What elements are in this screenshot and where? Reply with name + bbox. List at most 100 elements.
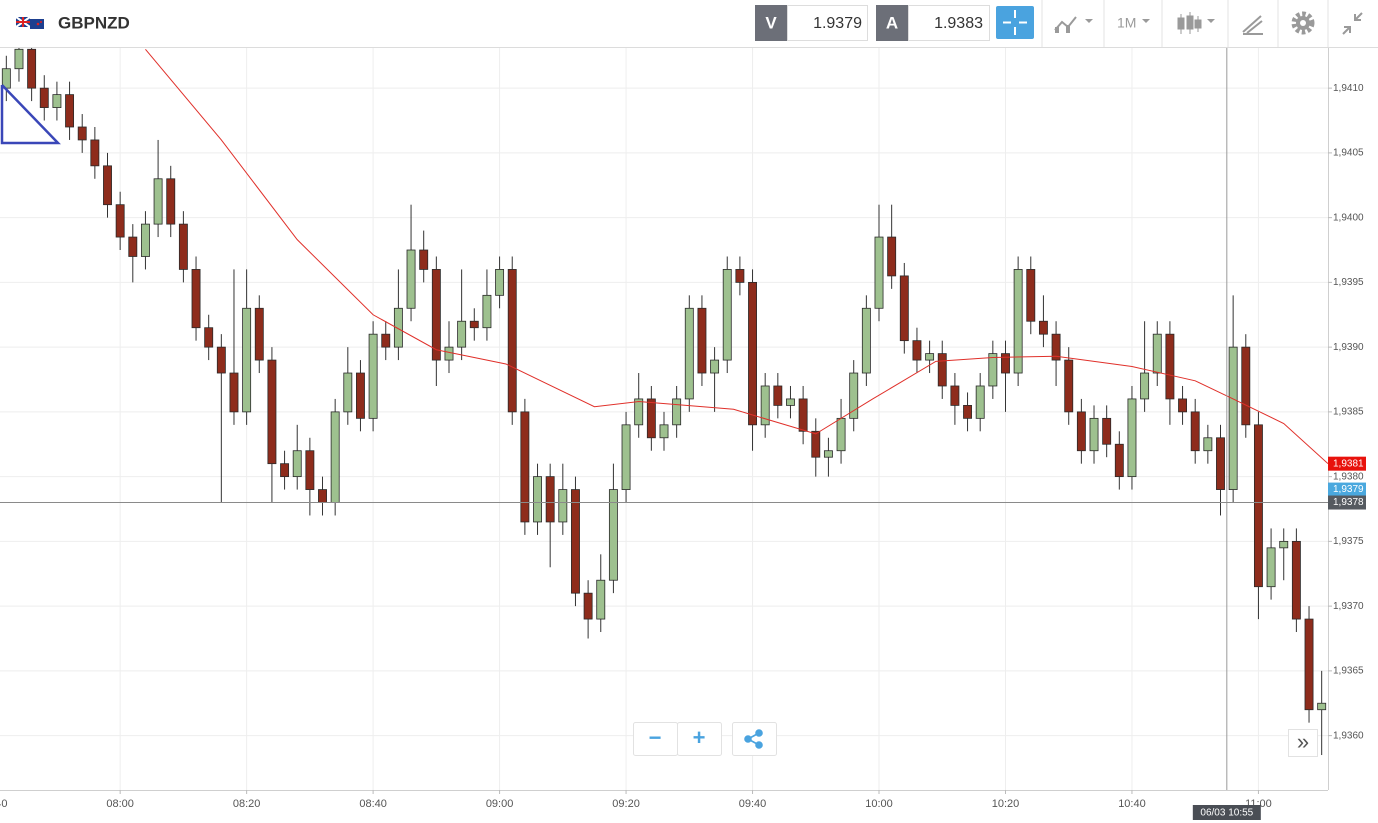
candle-body bbox=[1190, 411, 1200, 452]
candle-body bbox=[684, 307, 694, 400]
bid-label: V bbox=[765, 13, 777, 32]
candle-body bbox=[1001, 353, 1010, 374]
expand-label: » bbox=[1297, 729, 1309, 754]
candle-body bbox=[482, 294, 492, 329]
x-tick-label: 08:40 bbox=[359, 798, 387, 810]
candle-body bbox=[861, 307, 871, 374]
crosshair-label-box bbox=[1192, 805, 1261, 820]
symbol: GBPNZD bbox=[58, 13, 130, 32]
price-marker bbox=[1328, 495, 1366, 510]
bid-box[interactable] bbox=[787, 5, 868, 41]
x-tick-label: 10:40 bbox=[1118, 798, 1146, 810]
candle-body bbox=[1203, 437, 1213, 452]
candle-body bbox=[305, 450, 315, 490]
ask-price: 1.9383 bbox=[934, 15, 983, 32]
candle-body bbox=[216, 346, 226, 374]
zoom-in-label: + bbox=[693, 725, 706, 750]
candle-body bbox=[1127, 398, 1137, 478]
candle-body bbox=[1076, 411, 1086, 452]
candle-body bbox=[128, 236, 138, 257]
candle-body bbox=[178, 223, 188, 270]
candle-body bbox=[141, 223, 150, 257]
indicator-button[interactable] bbox=[1054, 16, 1093, 33]
candle-body bbox=[166, 178, 176, 225]
candle-body bbox=[963, 405, 972, 419]
candle-body bbox=[1038, 320, 1048, 335]
timeframe-caret bbox=[1142, 19, 1150, 23]
candle-body bbox=[356, 372, 365, 419]
candle-body bbox=[1013, 269, 1023, 374]
candle-body bbox=[722, 269, 732, 361]
axes: 1,9360 1,9365 1,9370 1,9375 1,9380 1,9385 1,93… bbox=[0, 83, 1366, 820]
candle-body bbox=[1064, 359, 1074, 413]
header-bar bbox=[0, 0, 1378, 47]
y-tick-label: 1,9395 bbox=[1333, 277, 1364, 288]
candle-body bbox=[495, 269, 505, 296]
price-marker-label: 1,9381 bbox=[1333, 458, 1364, 469]
zoom-in-button[interactable] bbox=[677, 722, 722, 756]
candle-body bbox=[115, 204, 125, 238]
candle-body bbox=[533, 476, 542, 523]
y-tick-label: 1,9370 bbox=[1333, 601, 1364, 612]
share-button[interactable] bbox=[732, 722, 777, 756]
x-tick-label: 09:20 bbox=[612, 798, 640, 810]
candle-body bbox=[318, 489, 327, 503]
candle-body bbox=[571, 489, 580, 594]
candle-body bbox=[419, 249, 429, 270]
candle-body bbox=[90, 139, 100, 167]
candle-body bbox=[381, 333, 391, 348]
settings-button[interactable] bbox=[1291, 11, 1315, 35]
y-tick-label: 1,9380 bbox=[1333, 471, 1364, 482]
collapse-button[interactable] bbox=[1342, 12, 1363, 35]
x-tick-label: 07:40 bbox=[0, 798, 7, 810]
x-tick-label: 10:00 bbox=[865, 798, 893, 810]
candle-body bbox=[545, 476, 555, 523]
candle-body bbox=[406, 249, 416, 309]
ask-box[interactable] bbox=[908, 5, 990, 41]
candle-body bbox=[583, 592, 593, 620]
y-tick-label: 1,9400 bbox=[1333, 212, 1364, 223]
candle-body bbox=[608, 489, 618, 581]
candle-body bbox=[735, 269, 745, 283]
candle-body bbox=[368, 333, 378, 419]
timeframe[interactable]: 1M bbox=[1117, 15, 1136, 31]
candle-body bbox=[1152, 333, 1162, 374]
candle-body bbox=[558, 489, 568, 523]
chart-type-button[interactable] bbox=[1177, 12, 1215, 34]
candle-body bbox=[431, 269, 441, 361]
toolbar-separators bbox=[1041, 0, 1329, 47]
candle-body bbox=[596, 579, 606, 620]
expand-button[interactable] bbox=[1288, 729, 1318, 757]
candle-body bbox=[457, 320, 467, 348]
candle-body bbox=[1026, 269, 1036, 322]
candle-body bbox=[1051, 333, 1061, 361]
candle-body bbox=[204, 327, 214, 348]
price-marker-label: 1,9378 bbox=[1333, 497, 1364, 508]
triangle-drawing[interactable] bbox=[0, 84, 61, 145]
y-tick-label: 1,9405 bbox=[1333, 148, 1364, 159]
candle-body bbox=[280, 463, 290, 478]
candle-body bbox=[786, 398, 795, 406]
bid-badge[interactable] bbox=[755, 5, 787, 41]
candle-body bbox=[1291, 540, 1301, 620]
zoom-out-label: − bbox=[649, 725, 662, 750]
x-tick-label: 09:00 bbox=[486, 798, 514, 810]
bid-price: 1.9379 bbox=[813, 15, 862, 32]
candle-body bbox=[343, 372, 353, 413]
candle-body bbox=[912, 340, 922, 361]
y-tick-label: 1,9365 bbox=[1333, 666, 1364, 677]
candle-body bbox=[773, 385, 783, 406]
ask-badge[interactable] bbox=[876, 5, 908, 41]
crosshair-label: 06/03 10:55 bbox=[1200, 808, 1253, 819]
candle-body bbox=[1317, 702, 1327, 711]
drawing-button[interactable] bbox=[1242, 15, 1263, 35]
candle-body bbox=[1228, 346, 1238, 490]
crosshair-button[interactable] bbox=[996, 6, 1034, 39]
candle-body bbox=[621, 424, 631, 490]
y-tick-label: 1,9385 bbox=[1333, 407, 1364, 418]
candle-body bbox=[836, 417, 846, 452]
candle-body bbox=[899, 275, 909, 342]
candle-body bbox=[65, 94, 75, 128]
y-tick-label: 1,9390 bbox=[1333, 342, 1364, 353]
